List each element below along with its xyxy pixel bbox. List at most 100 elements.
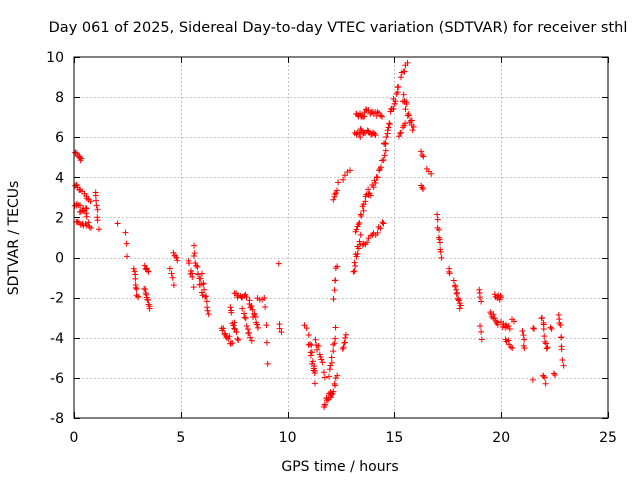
data-point <box>404 59 411 66</box>
data-point <box>85 219 92 226</box>
data-point <box>173 254 180 261</box>
data-point <box>530 325 537 332</box>
data-point <box>200 280 207 287</box>
data-point <box>305 341 312 348</box>
data-point <box>506 325 513 332</box>
data-point <box>145 268 152 275</box>
data-point <box>509 345 516 352</box>
data-point <box>255 324 262 331</box>
data-point <box>241 310 248 317</box>
data-point <box>263 339 270 346</box>
data-point <box>371 130 378 137</box>
data-point <box>394 89 401 96</box>
data-point <box>382 147 389 154</box>
data-point <box>332 335 339 342</box>
data-point <box>456 305 463 312</box>
x-tick-label: 20 <box>492 430 510 446</box>
data-point <box>231 319 238 326</box>
data-point <box>384 127 391 134</box>
data-point <box>353 253 360 260</box>
data-point <box>542 380 549 387</box>
data-point <box>201 286 208 293</box>
data-point <box>198 270 205 277</box>
data-point <box>380 220 387 227</box>
data-point <box>130 265 137 272</box>
data-point <box>374 229 381 236</box>
data-point <box>381 152 388 159</box>
data-point <box>308 349 315 356</box>
x-tick-label: 10 <box>279 430 297 446</box>
data-point <box>541 374 548 381</box>
data-point <box>321 401 328 408</box>
data-point <box>312 336 319 343</box>
data-point <box>331 287 338 294</box>
data-point <box>330 196 337 203</box>
data-point <box>192 260 199 267</box>
y-tick-label: 6 <box>55 130 64 146</box>
data-point <box>352 263 359 270</box>
data-point <box>364 239 371 246</box>
data-point <box>318 356 325 363</box>
data-point <box>558 334 565 341</box>
data-point <box>276 325 283 332</box>
y-tick-label: 2 <box>55 210 64 226</box>
data-point <box>454 289 461 296</box>
data-point <box>311 380 318 387</box>
data-point <box>540 325 547 332</box>
data-point <box>377 112 384 119</box>
data-point <box>357 241 364 248</box>
data-point <box>325 373 332 380</box>
data-point <box>334 372 341 379</box>
data-point <box>73 150 80 157</box>
data-point <box>333 190 340 197</box>
data-point <box>146 305 153 312</box>
y-axis-label: SDTVAR / TECUs <box>6 181 22 296</box>
data-point <box>450 277 457 284</box>
data-point <box>379 113 386 120</box>
y-tick-label: -4 <box>50 331 64 347</box>
data-point <box>194 271 201 278</box>
data-point <box>446 270 453 277</box>
data-point <box>548 325 555 332</box>
data-point <box>331 191 338 198</box>
data-point <box>505 337 512 344</box>
data-point <box>354 250 361 257</box>
data-point <box>315 343 322 350</box>
data-point <box>93 202 100 209</box>
data-point <box>248 337 255 344</box>
data-point <box>233 329 240 336</box>
data-point <box>367 192 374 199</box>
data-point <box>131 268 138 275</box>
data-point <box>275 260 282 267</box>
data-point <box>437 239 444 246</box>
tick-labels: 0 5 10 15 20 25 -8 -6 -4 -2 0 2 4 6 8 10 <box>46 50 617 446</box>
data-point <box>132 275 139 282</box>
data-point <box>83 205 90 212</box>
data-point <box>379 219 386 226</box>
data-point <box>243 322 250 329</box>
data-point <box>478 336 485 343</box>
data-point <box>356 238 363 245</box>
data-point <box>452 282 459 289</box>
data-point <box>395 83 402 90</box>
data-point <box>395 133 402 140</box>
data-point <box>382 140 389 147</box>
data-point <box>478 328 485 335</box>
data-point <box>278 329 285 336</box>
data-point <box>420 186 427 193</box>
data-point <box>540 373 547 380</box>
y-tick-label: -2 <box>50 291 64 307</box>
data-point <box>378 164 385 171</box>
data-point <box>191 242 198 249</box>
data-point <box>190 253 197 260</box>
data-point <box>353 226 360 233</box>
data-point <box>246 329 253 336</box>
data-point <box>310 367 317 374</box>
data-point <box>191 250 198 257</box>
data-point <box>133 285 140 292</box>
data-point <box>334 187 341 194</box>
data-point <box>543 345 550 352</box>
chart-title: Day 061 of 2025, Sidereal Day-to-day VTE… <box>49 20 628 36</box>
data-point <box>305 331 312 338</box>
